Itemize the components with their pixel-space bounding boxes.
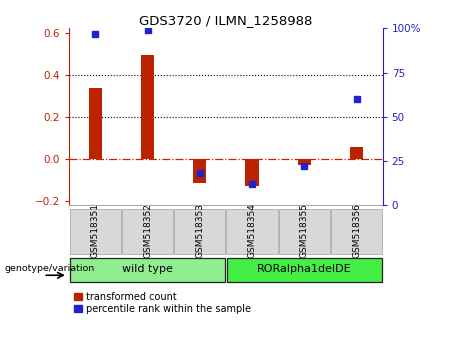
FancyBboxPatch shape [227,258,382,282]
FancyBboxPatch shape [122,209,173,255]
Text: RORalpha1delDE: RORalpha1delDE [257,264,352,274]
Bar [141,55,154,159]
Text: GSM518356: GSM518356 [352,204,361,258]
FancyBboxPatch shape [331,209,382,255]
FancyBboxPatch shape [226,209,278,255]
Title: GDS3720 / ILMN_1258988: GDS3720 / ILMN_1258988 [139,14,313,27]
Legend: transformed count, percentile rank within the sample: transformed count, percentile rank withi… [74,292,251,314]
Text: GSM518351: GSM518351 [91,204,100,258]
Bar [89,88,102,159]
Text: genotype/variation: genotype/variation [5,264,95,273]
Text: GSM518353: GSM518353 [195,204,204,258]
Text: GSM518354: GSM518354 [248,204,256,258]
Text: GSM518355: GSM518355 [300,204,309,258]
FancyBboxPatch shape [70,258,225,282]
Bar [193,159,206,183]
FancyBboxPatch shape [174,209,225,255]
FancyBboxPatch shape [70,209,121,255]
Text: GSM518352: GSM518352 [143,204,152,258]
FancyBboxPatch shape [278,209,330,255]
Bar [245,159,259,186]
Bar [298,159,311,165]
Bar [350,147,363,159]
Text: wild type: wild type [122,264,173,274]
